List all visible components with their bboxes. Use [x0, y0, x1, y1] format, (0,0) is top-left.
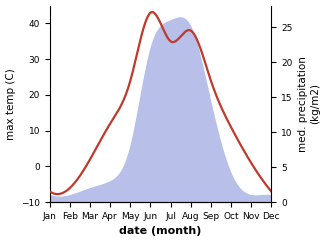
Y-axis label: max temp (C): max temp (C)	[6, 68, 16, 140]
X-axis label: date (month): date (month)	[119, 227, 202, 236]
Y-axis label: med. precipitation
(kg/m2): med. precipitation (kg/m2)	[298, 56, 320, 152]
